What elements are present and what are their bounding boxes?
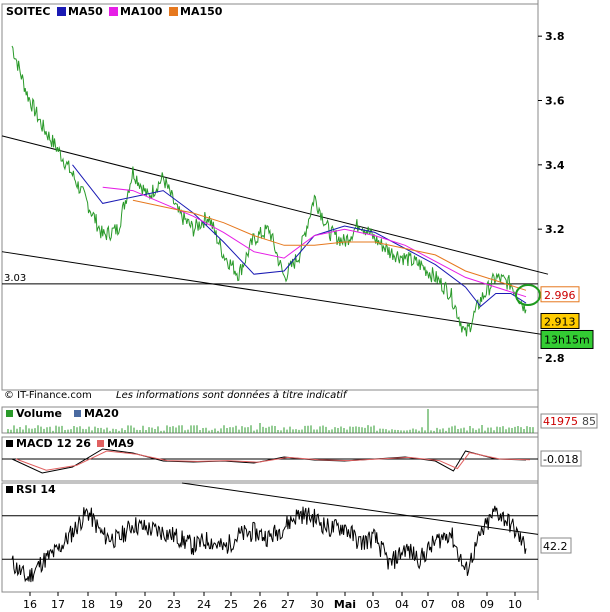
x-tick-label: 07: [421, 598, 435, 611]
time-tag-label: 13h15m: [544, 333, 590, 346]
highlight-circle: [515, 284, 541, 306]
price-series: [11, 45, 527, 337]
x-tick-label: 24: [197, 598, 211, 611]
volume-last-value: 41975: [543, 415, 578, 428]
volume-last-suffix: 85: [582, 415, 596, 428]
legend-label: Volume: [16, 407, 62, 420]
x-tick-label: 30: [310, 598, 324, 611]
x-tick-label: 18: [81, 598, 95, 611]
ma150-line: [132, 199, 527, 291]
chart-title: SOITEC: [6, 5, 50, 18]
x-tick-label: 26: [253, 598, 267, 611]
rsi-panel: RSI 14 42.2: [2, 482, 572, 583]
legend-swatch: [109, 7, 118, 16]
x-tick-label: 20: [138, 598, 152, 611]
legend-swatch: [6, 440, 13, 447]
x-axis: 16 17 18 19 20 23 24 25 26 27 30 Mai 03 04 07 08 09 10: [23, 592, 522, 611]
x-tick-label: 03: [366, 598, 380, 611]
y-tick-label: 2.8: [545, 352, 565, 365]
x-tick-label: 04: [395, 598, 409, 611]
macd-ma9-line: [15, 450, 531, 471]
price-tag-last-label: 2.913: [544, 315, 576, 328]
x-tick-label: 09: [480, 598, 494, 611]
rsi-last-value: 42.2: [543, 540, 568, 553]
lower-channel-line: [1, 251, 549, 336]
horizontal-line-label: 3.03: [4, 273, 26, 284]
macd-tag: [540, 450, 582, 467]
volume-panel: Volume MA20 41975 85: [6, 407, 598, 433]
ma100-line: [102, 186, 527, 298]
legend-swatch: [6, 410, 13, 417]
panel-frame: [1, 482, 539, 593]
credit-text: © IT-Finance.com: [4, 390, 92, 401]
y-tick-label: 3.8: [545, 30, 565, 43]
x-tick-label: 16: [23, 598, 37, 611]
legend-label: RSI 14: [16, 483, 56, 496]
legend-label: MA20: [84, 407, 119, 420]
legend-swatch: [6, 486, 13, 493]
rsi-line: [11, 505, 527, 583]
rsi-trendline: [181, 482, 539, 535]
panel-frame: [1, 3, 539, 391]
legend-label: MA50: [68, 5, 103, 18]
chart-frames: [1, 0, 539, 600]
time-tag: [540, 329, 594, 349]
upper-channel-line: [1, 135, 549, 275]
x-tick-label: 10: [508, 598, 522, 611]
legend-label: MA9: [107, 437, 134, 450]
y-tick-label: 3.4: [545, 159, 565, 172]
price-panel: MA50 MA100 MA150 3.8 3.6 3.4 3.2 2.8 3.03 2.996 2.…: [1, 5, 594, 365]
legend-swatch: [57, 7, 66, 16]
y-tick-label: 3.2: [545, 223, 565, 236]
macd-line: [11, 448, 527, 474]
legend-label: MA100: [120, 5, 163, 18]
macd-last-value: -0.018: [543, 453, 578, 466]
legend-swatch: [169, 7, 178, 16]
macd-panel: MACD 12 26 MA9 -0.018: [2, 437, 582, 474]
legend-label: MACD 12 26: [16, 437, 91, 450]
legend-label: MA150: [180, 5, 223, 18]
x-tick-label: 27: [281, 598, 295, 611]
ma50-line: [72, 164, 527, 308]
price-tag-last: [540, 312, 580, 329]
x-tick-label: 23: [167, 598, 181, 611]
x-tick-label: Mai: [334, 598, 356, 611]
price-tag-ma-label: 2.996: [544, 289, 576, 302]
volume-tag: [540, 413, 598, 429]
disclaimer-text: Les informations sont données à titre in…: [116, 389, 348, 401]
price-tag-ma: [540, 286, 580, 303]
rsi-tag: [540, 537, 572, 554]
x-tick-label: 17: [51, 598, 65, 611]
legend-swatch: [97, 440, 104, 447]
x-tick-label: 19: [109, 598, 123, 611]
legend-swatch: [74, 410, 81, 417]
y-tick-label: 3.6: [545, 95, 565, 108]
x-tick-label: 08: [451, 598, 465, 611]
x-tick-label: 25: [224, 598, 238, 611]
